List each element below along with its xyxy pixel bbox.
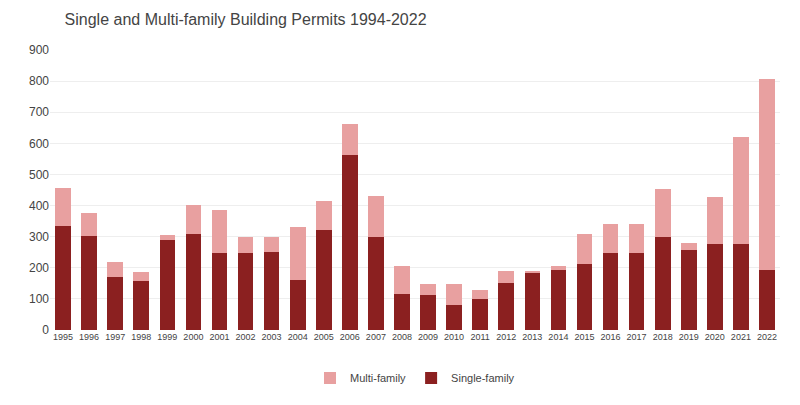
svg-text:2006: 2006 [340, 332, 360, 342]
svg-text:2013: 2013 [522, 332, 542, 342]
svg-text:2010: 2010 [444, 332, 464, 342]
svg-text:1995: 1995 [53, 332, 73, 342]
svg-text:0: 0 [42, 323, 49, 337]
svg-text:Single and Multi-family Buildi: Single and Multi-family Building Permits… [65, 11, 427, 28]
svg-text:2003: 2003 [262, 332, 282, 342]
svg-text:2018: 2018 [653, 332, 673, 342]
svg-text:2002: 2002 [236, 332, 256, 342]
svg-text:1997: 1997 [105, 332, 125, 342]
svg-text:Single-family: Single-family [451, 372, 514, 384]
svg-text:200: 200 [29, 261, 49, 275]
svg-text:2008: 2008 [392, 332, 412, 342]
svg-text:2019: 2019 [679, 332, 699, 342]
svg-text:2007: 2007 [366, 332, 386, 342]
svg-text:2005: 2005 [314, 332, 334, 342]
svg-text:900: 900 [29, 43, 49, 57]
svg-text:400: 400 [29, 199, 49, 213]
svg-text:2021: 2021 [731, 332, 751, 342]
svg-text:2015: 2015 [574, 332, 594, 342]
svg-text:2011: 2011 [471, 332, 490, 342]
svg-text:2000: 2000 [183, 332, 203, 342]
svg-text:Multi-family: Multi-family [350, 372, 406, 384]
svg-text:1996: 1996 [79, 332, 99, 342]
svg-text:300: 300 [29, 230, 49, 244]
svg-text:600: 600 [29, 137, 49, 151]
svg-text:700: 700 [29, 105, 49, 119]
svg-text:2017: 2017 [627, 332, 647, 342]
svg-text:2014: 2014 [548, 332, 568, 342]
svg-text:1999: 1999 [157, 332, 177, 342]
svg-text:100: 100 [29, 292, 49, 306]
svg-text:500: 500 [29, 168, 49, 182]
svg-text:2004: 2004 [288, 332, 308, 342]
svg-text:1998: 1998 [131, 332, 151, 342]
svg-text:2020: 2020 [705, 332, 725, 342]
svg-text:2016: 2016 [601, 332, 621, 342]
svg-text:2009: 2009 [418, 332, 438, 342]
svg-text:2022: 2022 [757, 332, 777, 342]
svg-text:800: 800 [29, 74, 49, 88]
svg-text:2001: 2001 [209, 332, 229, 342]
svg-text:2012: 2012 [496, 332, 516, 342]
